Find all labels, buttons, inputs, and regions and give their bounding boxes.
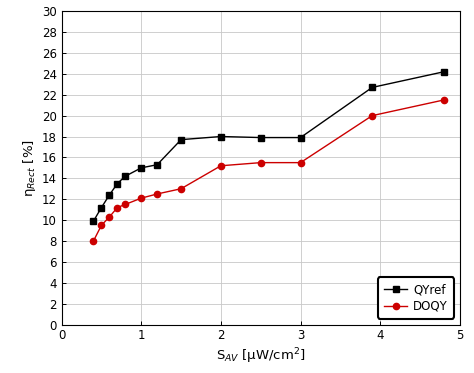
QYref (218, 134, 224, 139)
DOQY (107, 215, 112, 219)
Legend: QYref, DOQY: QYref, DOQY (378, 277, 454, 319)
Line: DOQY: DOQY (91, 97, 447, 244)
QYref (107, 193, 112, 197)
DOQY (218, 163, 224, 168)
QYref (91, 219, 96, 223)
QYref (138, 166, 144, 170)
DOQY (441, 98, 447, 102)
DOQY (99, 223, 104, 228)
DOQY (298, 160, 303, 165)
Y-axis label: η$_{Rect}$ [%]: η$_{Rect}$ [%] (20, 139, 37, 197)
QYref (369, 85, 375, 90)
DOQY (91, 239, 96, 243)
QYref (298, 135, 303, 140)
DOQY (258, 160, 264, 165)
DOQY (178, 186, 184, 191)
QYref (258, 135, 264, 140)
QYref (115, 181, 120, 186)
DOQY (138, 196, 144, 200)
QYref (178, 137, 184, 142)
DOQY (369, 113, 375, 118)
Line: QYref: QYref (91, 69, 447, 224)
DOQY (115, 205, 120, 210)
DOQY (122, 202, 128, 207)
QYref (99, 205, 104, 210)
QYref (155, 163, 160, 167)
X-axis label: S$_{AV}$ [μW/cm$^2$]: S$_{AV}$ [μW/cm$^2$] (216, 347, 306, 366)
DOQY (155, 192, 160, 196)
QYref (122, 174, 128, 178)
QYref (441, 69, 447, 74)
